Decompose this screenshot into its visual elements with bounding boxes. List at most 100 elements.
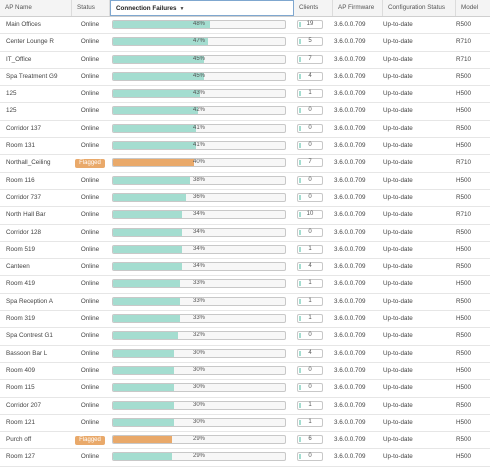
column-header-configuration-status[interactable]: Configuration Status: [383, 0, 456, 16]
ap-name[interactable]: Room 409: [6, 366, 36, 374]
ap-name[interactable]: 125: [6, 90, 17, 98]
ap-name[interactable]: Spa Treatment G9: [6, 72, 58, 80]
ap-name[interactable]: Corridor 737: [6, 193, 41, 201]
ap-name-cell[interactable]: Room 419: [0, 276, 72, 292]
ap-name[interactable]: Center Lounge R: [6, 38, 54, 46]
ap-name-cell[interactable]: Main Offices: [0, 17, 72, 33]
ap-name[interactable]: Purch off: [6, 436, 32, 444]
table-row[interactable]: Spa Reception A Online 33% 1 3.6.0.0.709…: [0, 294, 490, 312]
failure-percent: 34%: [192, 228, 205, 235]
table-row[interactable]: Room 121 Online 30% 1 3.6.0.0.709 Up-to-…: [0, 415, 490, 433]
connection-failures-cell: 29%: [110, 432, 290, 448]
ap-name-cell[interactable]: Northall_Ceiling: [0, 155, 72, 171]
column-header-ap-firmware[interactable]: AP Firmware: [333, 0, 383, 16]
ap-name[interactable]: Room 121: [6, 418, 36, 426]
table-row[interactable]: Room 409 Online 30% 0 3.6.0.0.709 Up-to-…: [0, 363, 490, 381]
column-header-connection-failures[interactable]: Connection Failures ▼: [110, 0, 294, 16]
table-row[interactable]: Spa Treatment G9 Online 45% 4 3.6.0.0.70…: [0, 69, 490, 87]
ap-name-cell[interactable]: Corridor 737: [0, 190, 72, 206]
ap-name[interactable]: 125: [6, 107, 17, 115]
table-row[interactable]: Room 131 Online 41% 0 3.6.0.0.709 Up-to-…: [0, 138, 490, 156]
model-cell: H500: [456, 242, 490, 258]
ap-name[interactable]: Canteen: [6, 263, 30, 271]
ap-name-cell[interactable]: Center Lounge R: [0, 34, 72, 50]
table-row[interactable]: 125 Online 42% 0 3.6.0.0.709 Up-to-date …: [0, 103, 490, 121]
table-row[interactable]: Room 116 Online 38% 0 3.6.0.0.709 Up-to-…: [0, 173, 490, 190]
ap-name[interactable]: Corridor 137: [6, 124, 41, 132]
table-row[interactable]: Corridor 207 Online 30% 1 3.6.0.0.709 Up…: [0, 398, 490, 415]
ap-name-cell[interactable]: Spa Contrest G1: [0, 328, 72, 344]
column-header-status[interactable]: Status: [72, 0, 110, 16]
table-row[interactable]: 125 Online 43% 1 3.6.0.0.709 Up-to-date …: [0, 86, 490, 104]
connection-failures-cell: 38%: [110, 173, 290, 189]
column-header-model[interactable]: Model: [456, 0, 490, 16]
table-row[interactable]: Corridor 137 Online 41% 0 3.6.0.0.709 Up…: [0, 121, 490, 139]
ap-name-cell[interactable]: 125: [0, 86, 72, 102]
ap-name-cell[interactable]: Room 519: [0, 242, 72, 258]
table-row[interactable]: Spa Contrest G1 Online 32% 0 3.6.0.0.709…: [0, 328, 490, 346]
ap-name[interactable]: Northall_Ceiling: [6, 159, 51, 167]
ap-name-cell[interactable]: Room 121: [0, 415, 72, 431]
ap-name-cell[interactable]: Corridor 128: [0, 225, 72, 241]
ap-name[interactable]: Spa Contrest G1: [6, 332, 53, 340]
ap-name-cell[interactable]: North Hall Bar: [0, 207, 72, 223]
ap-name[interactable]: Room 131: [6, 142, 36, 150]
ap-name-cell[interactable]: Corridor 207: [0, 398, 72, 414]
table-row[interactable]: Canteen Online 34% 4 3.6.0.0.709 Up-to-d…: [0, 259, 490, 277]
column-header-ap-name[interactable]: AP Name: [0, 0, 72, 16]
column-header-clients[interactable]: Clients: [294, 0, 333, 16]
table-row[interactable]: Corridor 737 Online 36% 0 3.6.0.0.709 Up…: [0, 190, 490, 208]
config-status: Up-to-date: [383, 280, 413, 288]
ap-name-cell[interactable]: Canteen: [0, 259, 72, 275]
table-row[interactable]: Main Offices Online 48% 19 3.6.0.0.709 U…: [0, 17, 490, 35]
table-row[interactable]: Room 115 Online 30% 0 3.6.0.0.709 Up-to-…: [0, 380, 490, 398]
ap-name[interactable]: Room 319: [6, 315, 36, 323]
table-row[interactable]: Room 319 Online 33% 1 3.6.0.0.709 Up-to-…: [0, 311, 490, 329]
ap-name[interactable]: Spa Reception A: [6, 297, 53, 305]
ap-name-cell[interactable]: Room 131: [0, 138, 72, 154]
failure-percent: 45%: [192, 55, 205, 62]
ap-name[interactable]: Room 115: [6, 384, 35, 392]
table-row[interactable]: North Hall Bar Online 34% 10 3.6.0.0.709…: [0, 207, 490, 225]
table-row[interactable]: IT_Office Online 45% 7 3.6.0.0.709 Up-to…: [0, 52, 490, 69]
ap-name-cell[interactable]: IT_Office: [0, 52, 72, 68]
ap-name-cell[interactable]: Spa Treatment G9: [0, 69, 72, 85]
ap-name[interactable]: Corridor 128: [6, 228, 41, 236]
ap-name[interactable]: Main Offices: [6, 21, 41, 28]
status-text: Online: [80, 401, 100, 409]
ap-name-cell[interactable]: Room 409: [0, 363, 72, 379]
ap-name-cell[interactable]: Room 319: [0, 311, 72, 327]
ap-name[interactable]: Bassoon Bar L: [6, 349, 48, 357]
ap-name[interactable]: North Hall Bar: [6, 211, 46, 219]
ap-name[interactable]: Room 127: [6, 453, 36, 461]
config-status: Up-to-date: [383, 349, 413, 357]
ap-name-cell[interactable]: Purch off: [0, 432, 72, 448]
ap-name[interactable]: Room 419: [6, 280, 36, 288]
ap-name-cell[interactable]: Room 116: [0, 173, 72, 189]
table-row[interactable]: Bassoon Bar L Online 30% 4 3.6.0.0.709 U…: [0, 346, 490, 363]
ap-name[interactable]: Corridor 207: [6, 401, 41, 409]
ap-name[interactable]: Room 519: [6, 245, 36, 253]
ap-name-cell[interactable]: Bassoon Bar L: [0, 346, 72, 362]
table-row[interactable]: Room 519 Online 34% 1 3.6.0.0.709 Up-to-…: [0, 242, 490, 260]
ap-name-cell[interactable]: Corridor 137: [0, 121, 72, 137]
ap-name-cell[interactable]: 125: [0, 103, 72, 119]
connection-failures-cell: 34%: [110, 242, 290, 258]
table-row[interactable]: Room 419 Online 33% 1 3.6.0.0.709 Up-to-…: [0, 276, 490, 294]
ap-name-cell[interactable]: Room 127: [0, 449, 72, 465]
table-row[interactable]: Center Lounge R Online 47% 5 3.6.0.0.709…: [0, 34, 490, 52]
table-row[interactable]: Room 127 Online 29% 0 3.6.0.0.709 Up-to-…: [0, 449, 490, 467]
connection-failures-cell: 30%: [110, 380, 290, 396]
ap-name[interactable]: Room 116: [6, 176, 35, 184]
table-row[interactable]: Purch off Flagged 29% 6 3.6.0.0.709 Up-t…: [0, 432, 490, 450]
table-row[interactable]: Corridor 128 Online 34% 0 3.6.0.0.709 Up…: [0, 225, 490, 242]
status-text: Online: [80, 107, 100, 115]
model-name: R710: [456, 211, 472, 219]
failure-percent: 30%: [192, 349, 205, 356]
ap-name[interactable]: IT_Office: [6, 55, 32, 63]
ap-name-cell[interactable]: Room 115: [0, 380, 72, 396]
client-count-box: 0: [297, 331, 323, 341]
table-row[interactable]: Northall_Ceiling Flagged 40% 7 3.6.0.0.7…: [0, 155, 490, 173]
model-cell: R500: [456, 121, 490, 137]
ap-name-cell[interactable]: Spa Reception A: [0, 294, 72, 310]
